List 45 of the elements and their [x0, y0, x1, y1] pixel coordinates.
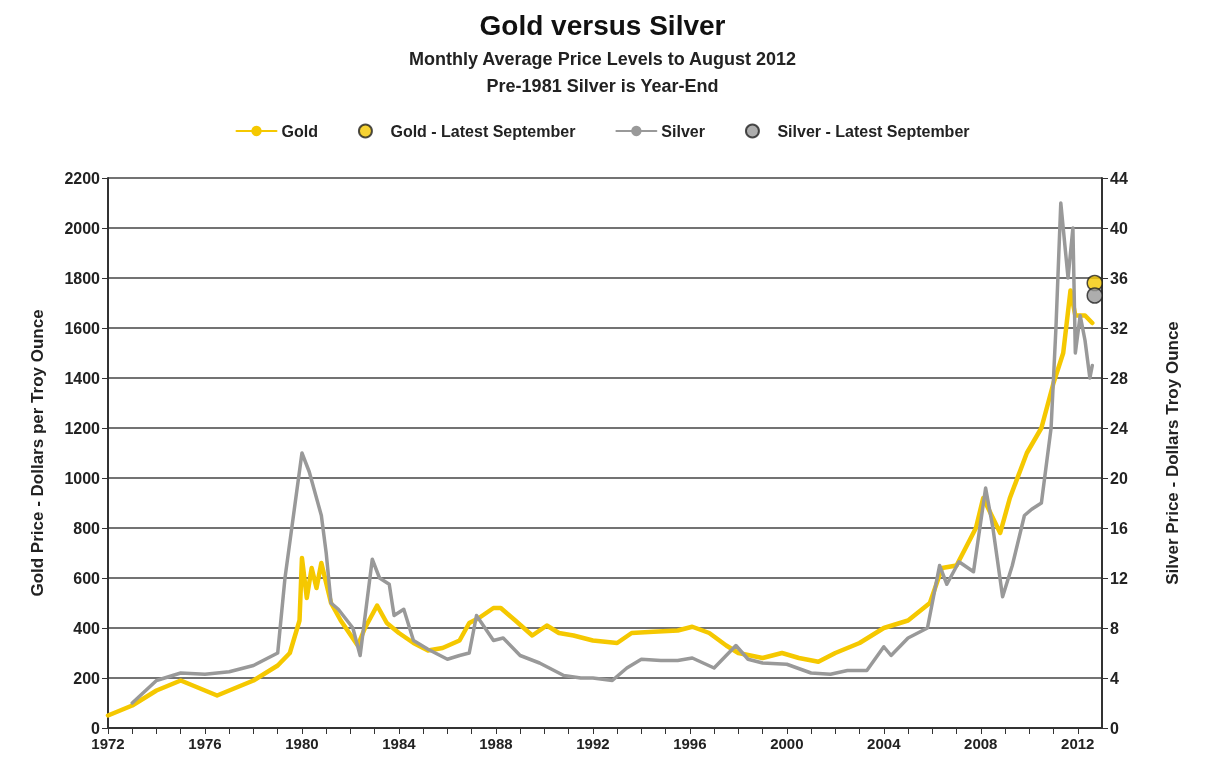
y-tick-label: 2200: [64, 169, 101, 187]
y-tick-label: 1400: [64, 369, 101, 387]
y-tick-label: 1000: [64, 469, 101, 487]
x-tick-label: 1996: [673, 735, 707, 752]
y2-tick-label: 12: [1110, 569, 1128, 587]
x-tick-label: 2004: [867, 735, 902, 752]
y-tick-label: 200: [73, 669, 101, 687]
y-tick-label: 2000: [64, 219, 101, 237]
x-tick-label: 1984: [382, 735, 417, 752]
legend-label: Gold: [281, 122, 318, 140]
y-tick-label: 1200: [64, 419, 101, 437]
y2-tick-label: 24: [1110, 419, 1128, 437]
chart-title: Gold versus Silver: [479, 9, 726, 41]
y2-tick-label: 36: [1110, 269, 1128, 287]
x-tick-label: 2012: [1061, 735, 1095, 752]
legend-label: Silver - Latest September: [777, 122, 970, 140]
y-tick-label: 0: [91, 719, 101, 737]
x-tick-label: 2000: [770, 735, 804, 752]
chart-subtitle: Monthly Average Price Levels to August 2012 Pre-1981 Silver is Year-End: [408, 48, 797, 96]
y-axis-title: Gold Price - Dollars per Troy Ounce: [28, 309, 47, 597]
y2-tick-label: 8: [1110, 619, 1119, 637]
line-series: [130, 201, 1095, 705]
y-tick-label: 800: [73, 519, 101, 537]
y-tick-label: 1600: [64, 319, 101, 337]
y-tick-label: 400: [73, 619, 101, 637]
x-tick-label: 1972: [91, 735, 125, 752]
y-tick-label: 600: [73, 569, 101, 587]
x-tick-label: 2008: [964, 735, 998, 752]
x-tick-label: 1988: [479, 735, 513, 752]
y-tick-label: 1800: [64, 269, 101, 287]
legend-label: Silver: [661, 122, 705, 140]
line-series: [105, 288, 1095, 718]
y2-tick-label: 0: [1110, 719, 1119, 737]
y2-tick-label: 44: [1110, 169, 1128, 187]
legend-label: Gold - Latest September: [390, 122, 576, 140]
x-tick-label: 1980: [285, 735, 319, 752]
x-tick-label: 1992: [576, 735, 610, 752]
y2-axis-title: Silver Price - Dollars Troy Ounce: [1163, 321, 1182, 585]
y2-tick-label: 4: [1110, 669, 1119, 687]
y2-tick-label: 28: [1110, 369, 1128, 387]
x-tick-label: 1976: [188, 735, 222, 752]
y2-tick-label: 20: [1110, 469, 1128, 487]
y2-tick-label: 40: [1110, 219, 1128, 237]
y2-tick-label: 16: [1110, 519, 1128, 537]
y2-tick-label: 32: [1110, 319, 1128, 337]
